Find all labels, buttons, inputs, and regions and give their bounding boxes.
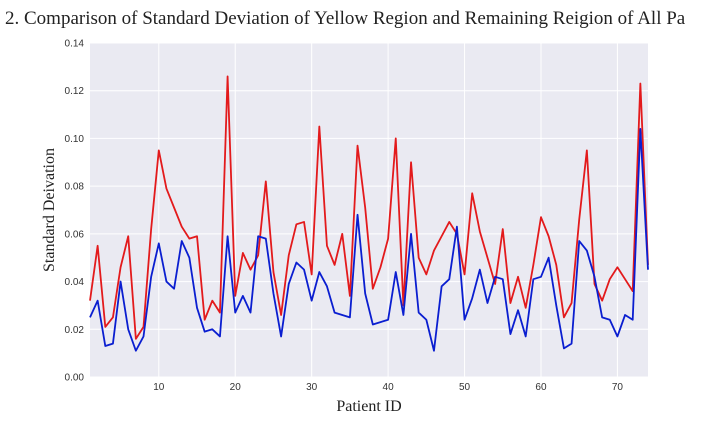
- x-tick-label: 50: [459, 382, 471, 393]
- series-line-blue: [89, 127, 649, 352]
- chart-title: 2. Comparison of Standard Deviation of Y…: [5, 8, 686, 29]
- plot-area: [90, 43, 648, 377]
- x-tick-label: 10: [153, 382, 165, 393]
- gridlines: [90, 42, 648, 378]
- x-tick-label: 70: [612, 382, 624, 393]
- x-tick-label: 30: [306, 382, 318, 393]
- y-axis-label: Standard Deivation: [41, 148, 58, 272]
- y-tick-label: 0.02: [65, 325, 85, 336]
- y-tick-label: 0.10: [65, 134, 85, 145]
- y-tick-label: 0.12: [65, 86, 85, 97]
- y-tick-label: 0.00: [65, 373, 85, 384]
- x-tick-label: 40: [383, 382, 395, 393]
- x-axis-label: Patient ID: [336, 398, 401, 415]
- y-tick-label: 0.06: [65, 229, 85, 240]
- x-tick-label: 60: [535, 382, 547, 393]
- y-tick-label: 0.08: [65, 182, 85, 193]
- x-axis-ticks: 10 20 30 40 50 60 70: [153, 382, 623, 393]
- y-tick-label: 0.14: [65, 39, 85, 50]
- series-lines: [89, 75, 649, 352]
- x-tick-label: 20: [230, 382, 242, 393]
- y-tick-label: 0.04: [65, 277, 85, 288]
- series-line-red: [89, 75, 649, 340]
- y-axis-ticks: 0.00 0.02 0.04 0.06 0.08 0.10 0.12 0.14: [65, 39, 85, 384]
